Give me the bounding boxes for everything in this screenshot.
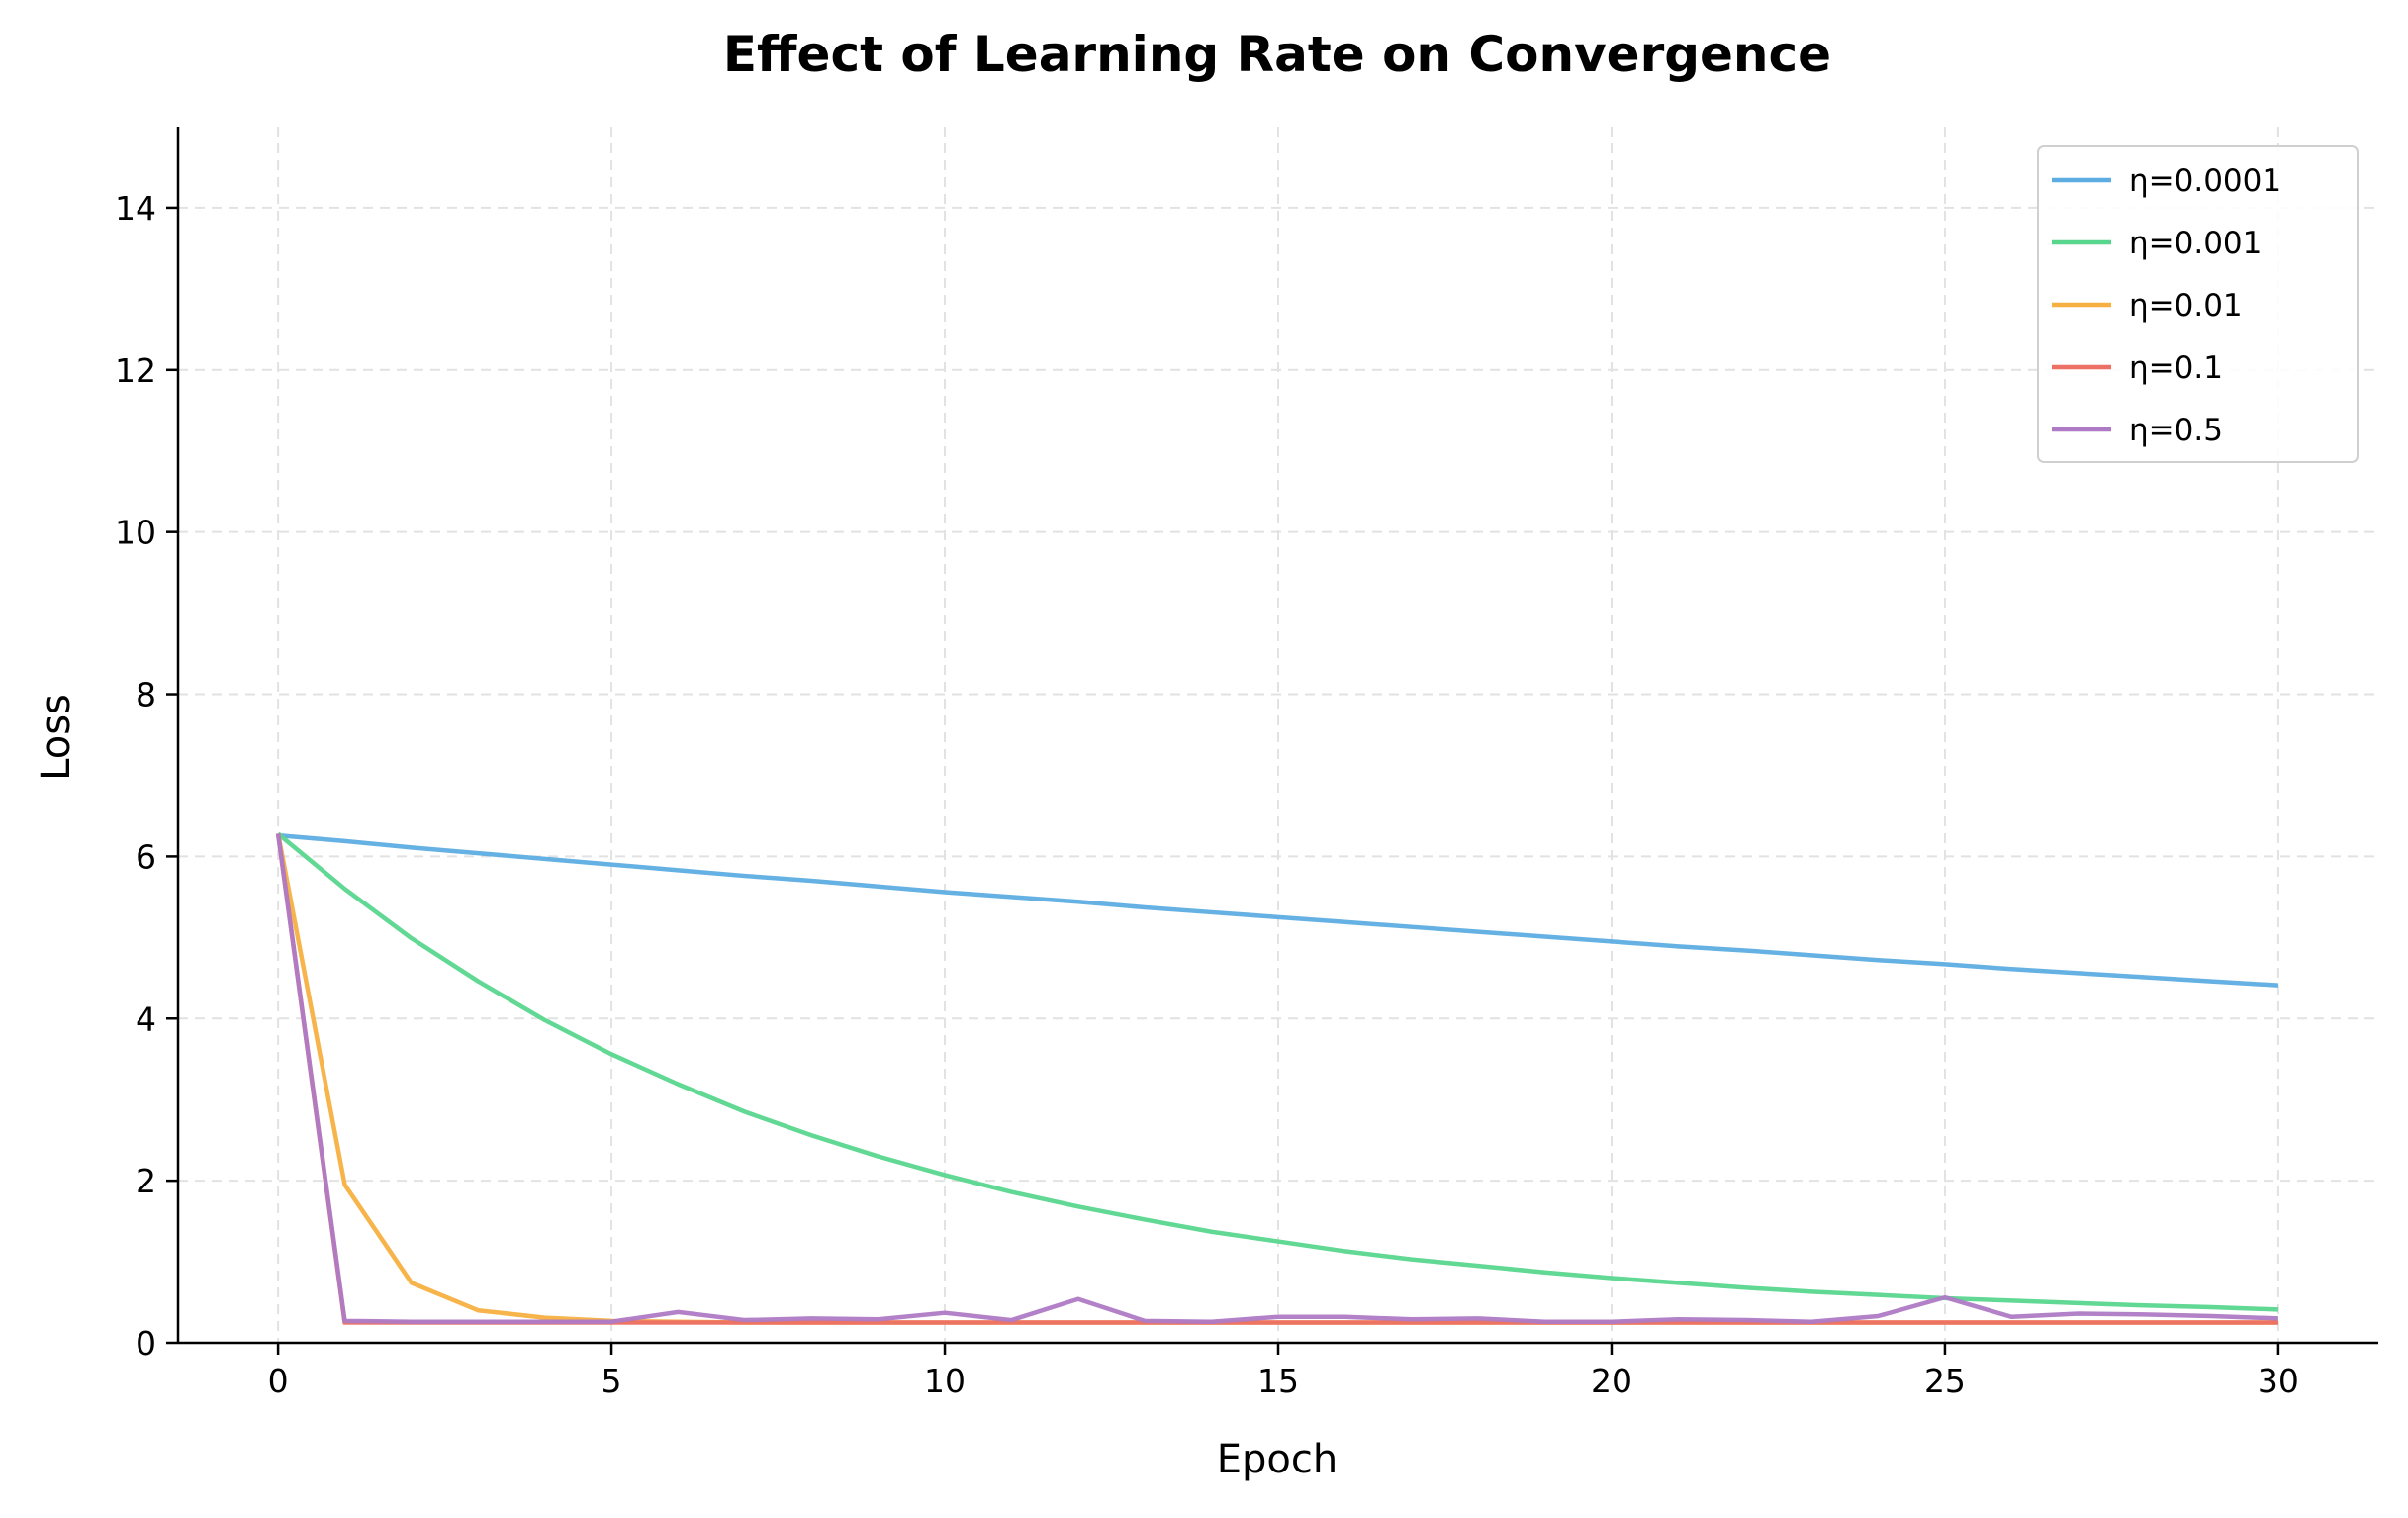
legend-label: η=0.1	[2129, 350, 2223, 386]
x-tick-label: 15	[1257, 1362, 1299, 1400]
legend-label: η=0.0001	[2129, 163, 2281, 199]
chart-title: Effect of Learning Rate on Convergence	[723, 26, 1831, 83]
legend-label: η=0.001	[2129, 226, 2262, 261]
series-line-4	[275, 833, 2278, 1324]
legend-box	[2037, 145, 2359, 463]
y-tick-label: 2	[136, 1162, 156, 1200]
x-tick-label: 5	[602, 1362, 622, 1400]
y-tick-label: 12	[115, 351, 156, 390]
x-tick-label: 10	[924, 1362, 966, 1400]
x-tick-label: 25	[1924, 1362, 1966, 1400]
y-tick-label: 0	[136, 1324, 156, 1363]
y-tick-label: 10	[115, 514, 156, 552]
x-tick-label: 0	[268, 1362, 289, 1400]
x-tick-label: 20	[1591, 1362, 1632, 1400]
x-tick-label: 30	[2258, 1362, 2299, 1400]
y-tick-label: 6	[136, 837, 156, 876]
series-line-0	[277, 832, 2279, 988]
x-axis-label: Epoch	[1217, 1437, 1338, 1482]
legend: η=0.0001 η=0.001 η=0.01 η=0.1 η=0.5	[2037, 145, 2359, 463]
legend-label: η=0.5	[2129, 413, 2223, 448]
y-tick-label: 14	[115, 189, 156, 228]
series-lines	[275, 831, 2279, 1325]
y-tick-label: 4	[136, 999, 156, 1038]
legend-label: η=0.01	[2129, 288, 2243, 324]
y-axis-label: Loss	[34, 694, 79, 781]
y-tick-label: 8	[136, 676, 156, 714]
grid	[178, 127, 2378, 1344]
axes: 0 5 10 15 20 25 30 0 2 4 6 8 10 12 14	[115, 127, 2378, 1400]
